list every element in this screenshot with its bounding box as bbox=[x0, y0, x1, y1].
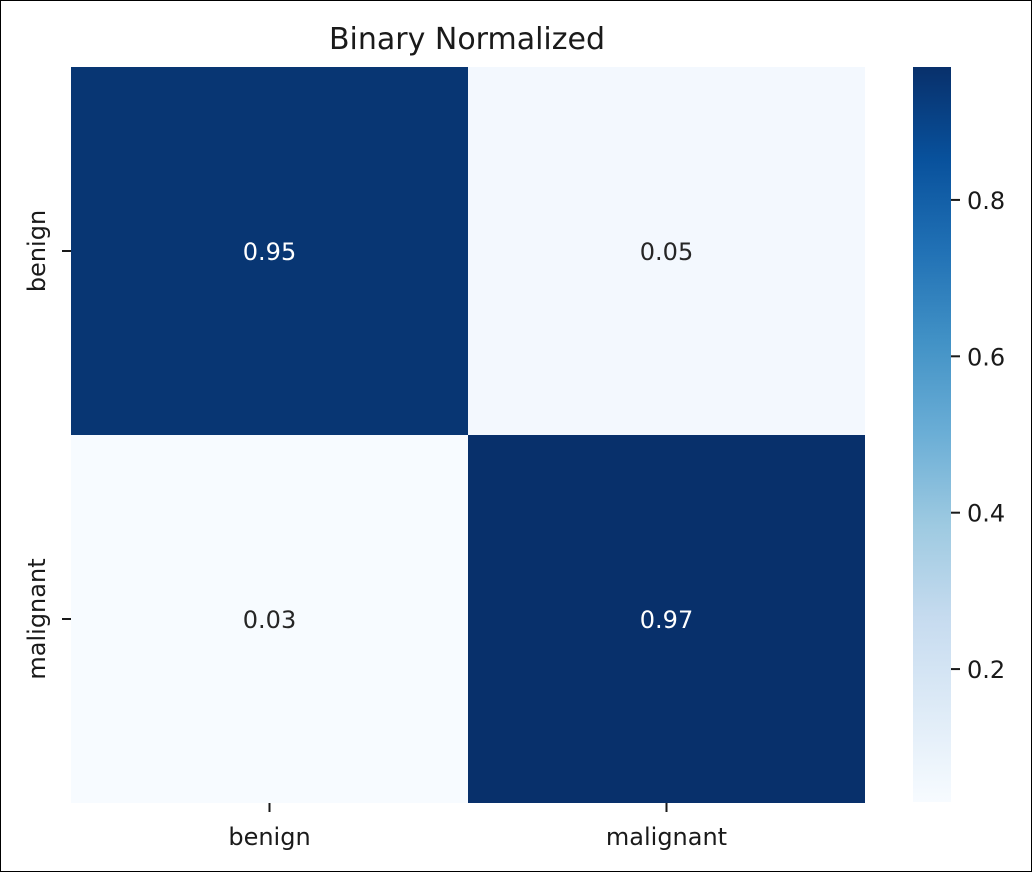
y-axis: benign malignant bbox=[23, 210, 71, 680]
heatmap-cell-malignant-benign bbox=[71, 435, 468, 803]
cell-value-label: 0.05 bbox=[640, 238, 693, 266]
cell-value-label: 0.03 bbox=[243, 606, 296, 634]
colorbar-tick-label: 0.8 bbox=[967, 187, 1005, 215]
colorbar-axis: 0.2 0.4 0.6 0.8 bbox=[951, 187, 1005, 684]
colorbar-tick-label: 0.2 bbox=[967, 656, 1005, 684]
heatmap-cell-malignant-malignant bbox=[468, 435, 865, 803]
cell-value-label: 0.97 bbox=[640, 606, 693, 634]
heatmap-cell-benign-benign bbox=[71, 67, 468, 435]
cell-value-label: 0.95 bbox=[243, 238, 296, 266]
heatmap-cell-labels: 0.95 0.05 0.03 0.97 bbox=[243, 238, 693, 634]
colorbar bbox=[913, 67, 951, 802]
x-axis: benign malignant bbox=[228, 803, 727, 851]
x-tick-label: benign bbox=[228, 823, 310, 851]
y-tick-label: benign bbox=[23, 210, 51, 292]
chart-title: Binary Normalized bbox=[329, 22, 605, 57]
colorbar-tick-label: 0.6 bbox=[967, 343, 1005, 371]
x-tick-label: malignant bbox=[606, 823, 727, 851]
colorbar-tick-label: 0.4 bbox=[967, 500, 1005, 528]
heatmap-cell-benign-malignant bbox=[468, 67, 865, 435]
y-tick-label: malignant bbox=[23, 558, 51, 679]
heatmap-cells bbox=[71, 67, 865, 803]
